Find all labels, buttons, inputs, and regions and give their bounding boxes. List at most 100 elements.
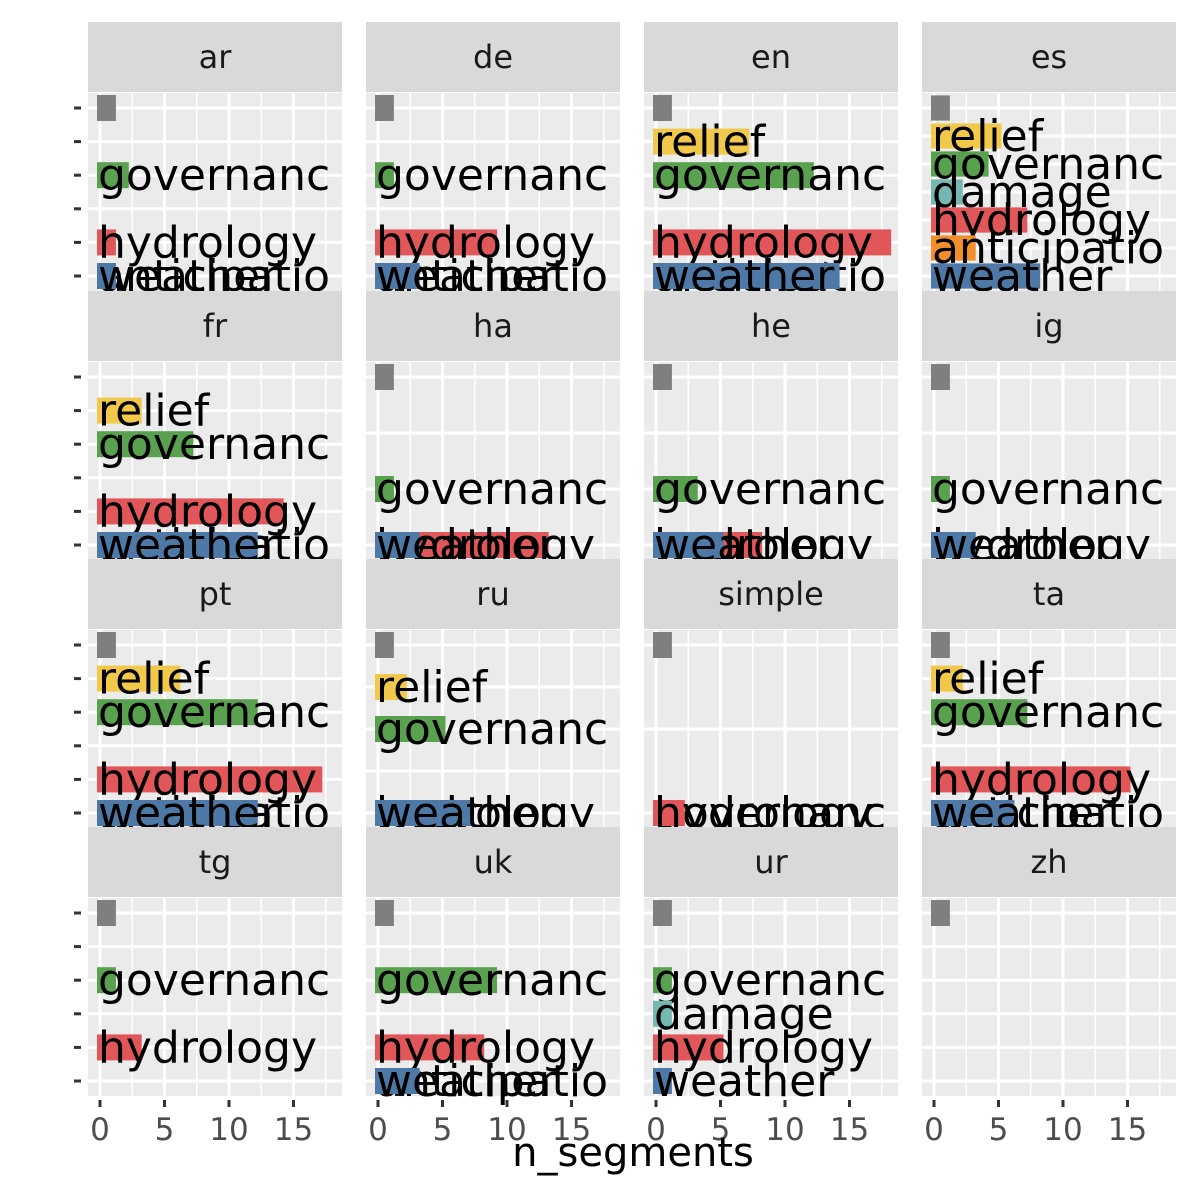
x-tick-label: 10 (209, 1112, 248, 1148)
bar-anticipation (931, 235, 976, 261)
bar-label-hydrology: hydrology (376, 217, 595, 268)
panel-background (88, 898, 342, 1096)
facet-strip-label: de (473, 38, 513, 76)
bar-NA (653, 364, 672, 390)
bar-label-governance: governanc (376, 704, 608, 755)
bar-weather (375, 532, 420, 558)
bar-NA (653, 900, 672, 926)
bar-governance (653, 476, 698, 502)
facet-strip-label: tg (199, 843, 232, 881)
bar-weather (653, 263, 840, 289)
bar-weather (653, 1068, 672, 1094)
bar-governance (97, 699, 258, 726)
facet-strip (88, 559, 342, 629)
facet-strip (88, 291, 342, 361)
bar-hydrology (97, 498, 284, 525)
bar-weather (931, 263, 1041, 289)
bar-label-hydrology: hydrology (98, 1022, 317, 1073)
bar-governance (97, 162, 129, 189)
bar-label-governance: governanc (98, 419, 330, 470)
bar-label-relief: relief (98, 386, 211, 437)
bar-label-damage: damage (654, 989, 834, 1040)
bar-label-governance: governanc (654, 150, 886, 201)
x-tick-label: 15 (274, 1112, 313, 1148)
facet-strip-label: he (751, 307, 791, 345)
x-tick-label: 10 (487, 1112, 526, 1148)
bar-label-hydrology: hydrology (932, 754, 1151, 805)
facet-tg: tg governanc hydrology 0 5 10 15 (74, 827, 342, 1148)
facet-strip (88, 827, 342, 897)
bar-relief (931, 123, 1002, 149)
bar-relief (97, 397, 142, 424)
facet-strip-label: ha (473, 307, 513, 345)
bar-relief (97, 665, 181, 692)
bar-governance (653, 967, 672, 994)
bar-governance (375, 967, 498, 994)
bar-label-relief: relief (98, 654, 211, 705)
bar-hydrology (97, 1034, 142, 1061)
bar-label-weather: weather (654, 1056, 835, 1107)
bar-governance (931, 699, 1028, 726)
bar-label-governance: governanc (376, 150, 608, 201)
bar-weather (97, 532, 258, 558)
bar-relief (375, 674, 407, 700)
x-tick-label: 5 (711, 1112, 731, 1148)
bar-damage (931, 179, 963, 205)
x-tick-label: 15 (830, 1112, 869, 1148)
panel-background (88, 630, 342, 828)
bar-weather (653, 532, 724, 558)
facet-strip-label: es (1031, 38, 1067, 76)
panel-background (366, 93, 620, 291)
bar-label-hydrology: hydrology (654, 217, 873, 268)
bar-NA (653, 632, 672, 658)
bar-NA (375, 632, 394, 658)
bar-relief (931, 665, 963, 692)
bar-governance (931, 151, 989, 177)
bar-weather (375, 1068, 420, 1094)
facet-strip (88, 22, 342, 92)
bar-NA (931, 632, 950, 658)
bar-weather (97, 263, 116, 289)
facet-strip (644, 559, 898, 629)
facet-strip-label: ur (754, 843, 788, 881)
facet-zh: zh 0 5 10 15 (922, 827, 1176, 1148)
facet-strip (366, 291, 620, 361)
facet-strip (644, 22, 898, 92)
bar-label-governance: governanc (654, 955, 886, 1006)
bar-label-relief: relief (932, 654, 1045, 705)
bar-hydrology (97, 766, 323, 793)
bar-NA (97, 95, 116, 121)
bar-weather (97, 800, 258, 826)
facet-strip (922, 559, 1176, 629)
bar-label-governance: governanc (654, 464, 886, 515)
panel-background (922, 898, 1176, 1096)
x-tick-label: 0 (646, 1112, 666, 1148)
bar-label-hydrology: hydrology (654, 1022, 873, 1073)
facet-strip-label: ta (1033, 575, 1065, 613)
bar-NA (375, 95, 394, 121)
bar-hydrology (653, 229, 892, 256)
facet-strip (922, 22, 1176, 92)
bar-governance (375, 162, 394, 189)
panel-background (644, 898, 898, 1096)
facet-strip-label: uk (474, 843, 513, 881)
bar-label-weather: weather (376, 1056, 557, 1107)
facet-es: esreliefgovernancdamagehydrologyanticipa… (922, 22, 1176, 302)
bar-NA (375, 900, 394, 926)
bar-label-governance: governanc (98, 150, 330, 201)
x-tick-label: 10 (1043, 1112, 1082, 1148)
panel-background (366, 362, 620, 560)
bar-NA (97, 900, 116, 926)
bar-hydrology (653, 1034, 724, 1061)
x-tick-label: 15 (1108, 1112, 1147, 1148)
bar-hydrology (931, 766, 1131, 793)
facet-strip-label: ar (199, 38, 233, 76)
facet-ta: tareliefgovernanchydrologyanticipatiowea… (922, 559, 1176, 839)
facet-panels: argovernanchydrologyanticipatioweatherde… (74, 22, 1176, 1148)
